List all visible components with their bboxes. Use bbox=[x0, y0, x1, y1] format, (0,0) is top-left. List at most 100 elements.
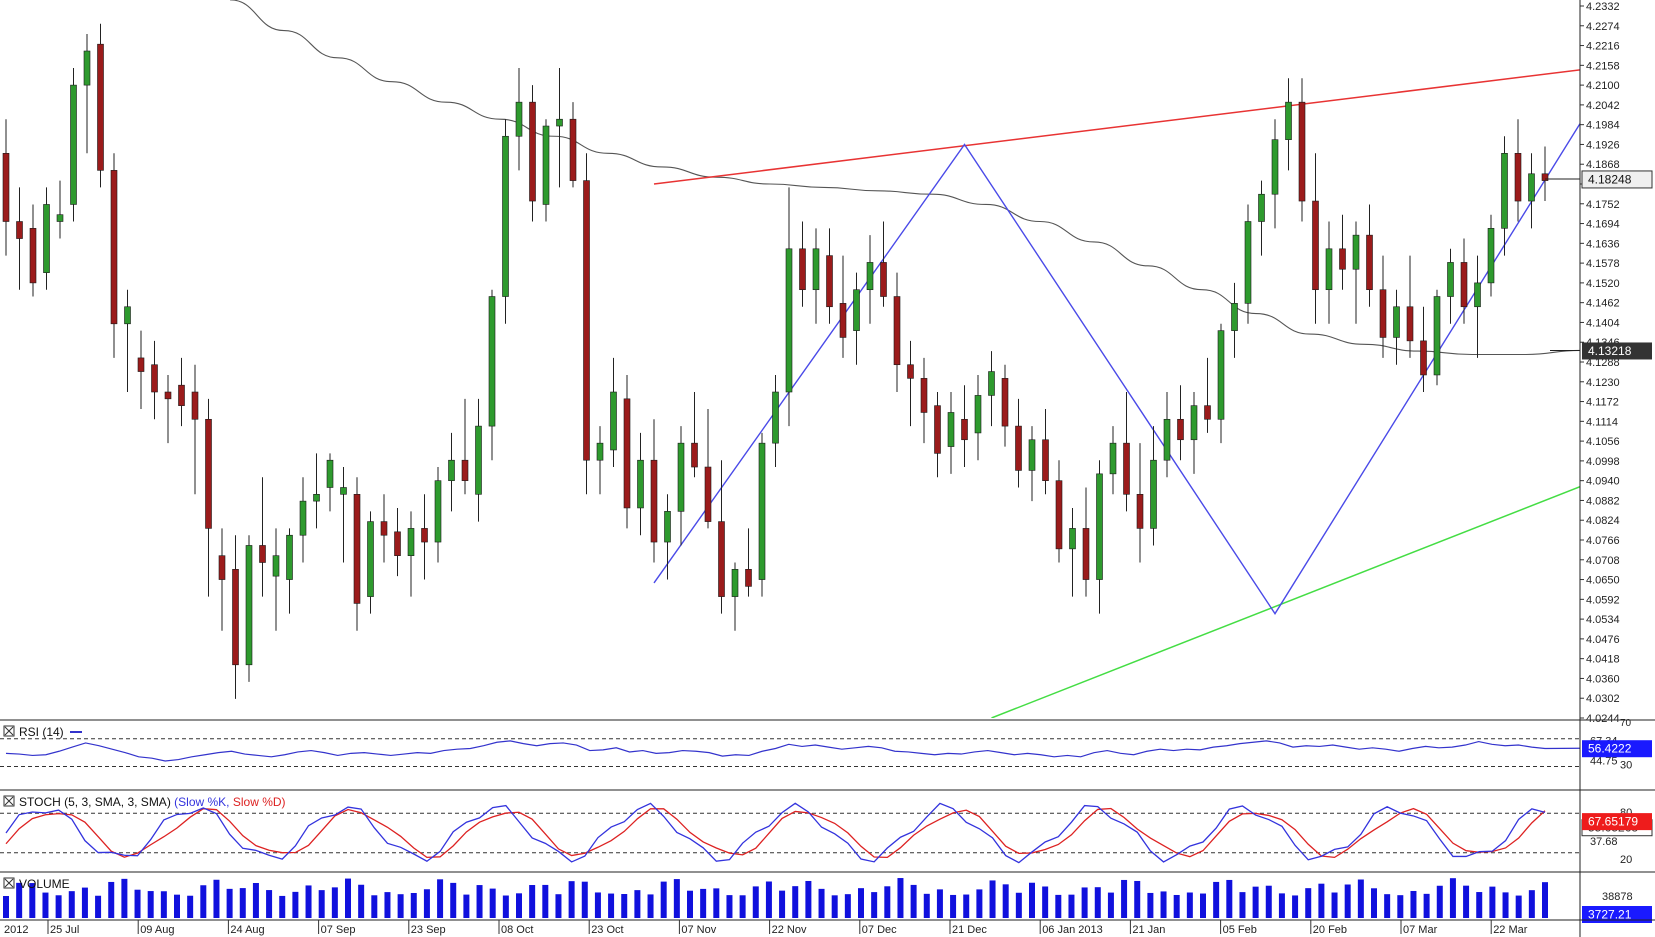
stoch-panel: STOCH (5, 3, SMA, 3, SMA) (Slow %K, Slow… bbox=[0, 795, 1580, 864]
candle-body bbox=[1001, 378, 1009, 427]
candle bbox=[529, 85, 536, 222]
candle bbox=[380, 494, 388, 563]
candle bbox=[70, 68, 77, 222]
ma-value-label-bg bbox=[1582, 342, 1652, 360]
candle-body bbox=[1163, 418, 1171, 461]
candle-body bbox=[434, 480, 442, 543]
volume-bar bbox=[660, 881, 667, 918]
volume-bar bbox=[1384, 894, 1391, 918]
volume-bar bbox=[1397, 895, 1404, 918]
price-axis-label: 4.1926 bbox=[1586, 139, 1620, 151]
price-axis-label: 4.0592 bbox=[1586, 594, 1620, 606]
price-axis-label: 4.2158 bbox=[1586, 60, 1620, 72]
volume-bar bbox=[1344, 884, 1351, 918]
candle-body bbox=[205, 418, 212, 529]
price-axis-label: 4.0940 bbox=[1586, 476, 1620, 488]
date-axis-label: 23 Sep bbox=[411, 924, 446, 936]
candle-body bbox=[340, 487, 347, 495]
candle-body bbox=[1366, 234, 1373, 291]
candle bbox=[1339, 214, 1346, 290]
candle-body bbox=[664, 511, 671, 543]
candle bbox=[812, 228, 820, 324]
candle bbox=[1204, 357, 1211, 433]
candle bbox=[407, 511, 415, 597]
volume-bar bbox=[1173, 894, 1180, 918]
rsi-panel: RSI (14) bbox=[0, 725, 1581, 768]
candle bbox=[1325, 221, 1333, 324]
price-axis-label: 4.1230 bbox=[1586, 377, 1620, 389]
candle bbox=[880, 221, 887, 307]
rsi-axis-label: 70 bbox=[1620, 718, 1632, 729]
candle-body bbox=[394, 531, 401, 556]
candle bbox=[259, 477, 266, 597]
candle-body bbox=[475, 425, 482, 495]
volume-bar bbox=[1292, 895, 1299, 918]
volume-bar bbox=[239, 888, 246, 918]
volume-bar bbox=[1410, 890, 1417, 918]
candle-body bbox=[1123, 442, 1130, 495]
date-axis-label: 22 Mar bbox=[1493, 924, 1528, 936]
candle bbox=[421, 494, 428, 580]
volume-bar bbox=[1147, 892, 1154, 918]
candle bbox=[448, 432, 455, 512]
candle-body bbox=[920, 378, 928, 413]
candle-body bbox=[880, 262, 887, 297]
candle bbox=[637, 432, 644, 536]
volume-bar bbox=[200, 885, 207, 918]
volume-bar bbox=[555, 894, 562, 918]
candle bbox=[1015, 398, 1022, 488]
volume-bar bbox=[1134, 880, 1141, 918]
candle bbox=[1231, 282, 1238, 358]
price-axis-label: 4.0882 bbox=[1586, 495, 1620, 507]
price-axis-label: 4.1172 bbox=[1586, 397, 1619, 409]
rsi-panel-title: RSI (14) bbox=[19, 725, 64, 739]
candle-body bbox=[124, 306, 131, 325]
candle-body bbox=[1028, 439, 1036, 471]
volume-bar bbox=[936, 889, 943, 918]
volume-bar bbox=[384, 892, 391, 918]
volume-bar bbox=[739, 895, 746, 918]
volume-bar bbox=[318, 890, 325, 918]
candle bbox=[1528, 153, 1535, 229]
volume-bar bbox=[831, 895, 838, 918]
candle-body bbox=[1352, 234, 1360, 270]
price-axis-label: 4.0418 bbox=[1586, 654, 1620, 666]
volume-bar bbox=[1121, 879, 1128, 918]
candle bbox=[272, 528, 280, 631]
candle bbox=[1298, 78, 1306, 222]
price-axis-label: 4.1868 bbox=[1586, 159, 1620, 171]
candle bbox=[1028, 426, 1036, 502]
candle-body bbox=[110, 170, 118, 325]
candle bbox=[1460, 238, 1468, 324]
candle bbox=[299, 477, 307, 563]
volume-bar bbox=[95, 895, 102, 918]
price-axis-label: 4.0244 bbox=[1586, 713, 1620, 725]
candle-body bbox=[569, 118, 577, 181]
volume-bar bbox=[805, 880, 812, 918]
volume-bar bbox=[174, 894, 180, 918]
volume-bar bbox=[358, 884, 365, 918]
price-panel bbox=[2, 0, 1580, 718]
volume-value-label-bg bbox=[1582, 906, 1652, 923]
candle-body bbox=[1514, 153, 1522, 202]
candle bbox=[947, 392, 955, 474]
candle-body bbox=[326, 459, 334, 488]
candle bbox=[191, 364, 199, 495]
stoch-k-legend: (Slow %K, bbox=[174, 795, 233, 809]
candle-body bbox=[1339, 248, 1346, 270]
volume-bar bbox=[1489, 886, 1496, 918]
candle bbox=[1136, 443, 1144, 563]
price-axis-label: 4.0708 bbox=[1586, 555, 1620, 567]
volume-bar bbox=[792, 886, 799, 918]
candle-body bbox=[178, 384, 185, 406]
candle-body bbox=[97, 43, 104, 171]
price-axis-label: 4.0650 bbox=[1586, 575, 1620, 587]
volume-bar bbox=[1042, 886, 1049, 918]
volume-bar bbox=[1226, 879, 1233, 918]
volume-bar bbox=[963, 894, 970, 918]
volume-bar bbox=[1252, 886, 1259, 918]
volume-bar bbox=[989, 880, 996, 918]
candle-body bbox=[839, 303, 847, 338]
candle bbox=[110, 153, 118, 358]
candle bbox=[340, 467, 347, 563]
